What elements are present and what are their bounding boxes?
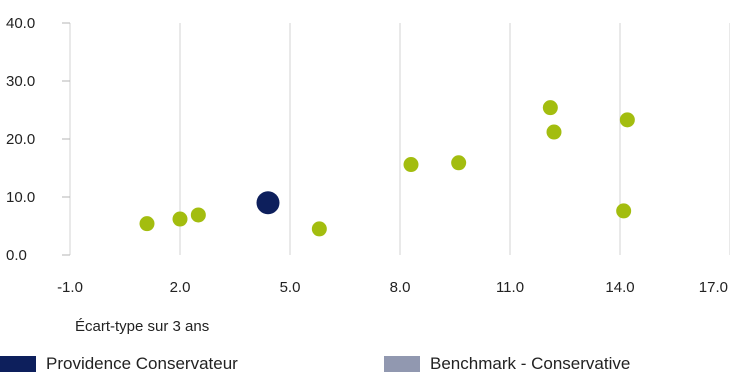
peer-point-5 (451, 155, 467, 171)
y-tick-label-1: 10.0 (6, 189, 35, 206)
peer-point-3 (311, 221, 327, 237)
peer-point-7 (546, 124, 562, 140)
fund-point-0 (256, 191, 280, 215)
legend-label-benchmark: Benchmark - Conservative (430, 354, 631, 373)
legend-item-providence: Providence Conservateur (0, 354, 238, 374)
peer-point-0 (139, 216, 155, 232)
legend-swatch-benchmark (384, 356, 420, 372)
peer-point-2 (190, 207, 206, 223)
y-tick-label-2: 20.0 (6, 131, 35, 148)
peer-point-6 (542, 100, 558, 116)
x-tick-label-5: 14.0 (605, 279, 634, 296)
x-tick-label-0: -1.0 (57, 279, 83, 296)
y-tick-label-3: 30.0 (6, 73, 35, 90)
x-tick-label-4: 11.0 (496, 279, 524, 296)
peer-point-4 (403, 157, 419, 173)
x-axis-label: Écart-type sur 3 ans (75, 318, 210, 335)
peer-point-8 (616, 203, 632, 219)
x-tick-label-3: 8.0 (390, 279, 411, 296)
y-tick-label-0: 0.0 (6, 247, 27, 264)
x-tick-label-2: 5.0 (280, 279, 301, 296)
legend-label-providence: Providence Conservateur (46, 354, 238, 373)
peer-point-9 (619, 112, 635, 128)
legend-item-benchmark: Benchmark - Conservative (384, 354, 630, 374)
legend-swatch-providence (0, 356, 36, 372)
x-tick-label-1: 2.0 (170, 279, 191, 296)
y-tick-label-4: 40.0 (6, 15, 35, 32)
x-tick-label-6: 17.0 (699, 279, 728, 296)
peer-point-1 (172, 211, 188, 227)
